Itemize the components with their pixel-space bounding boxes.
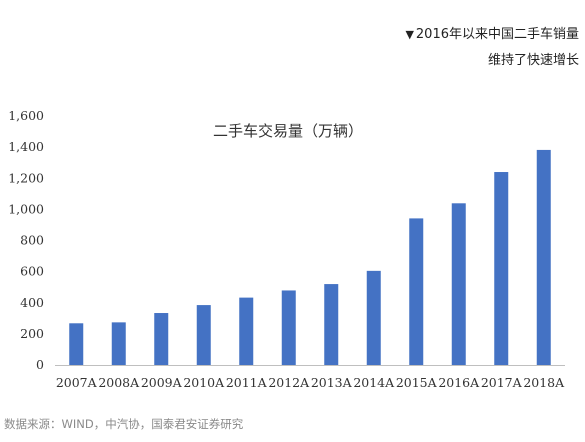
x-tick-label: 2012A bbox=[268, 375, 310, 390]
bar bbox=[536, 149, 551, 365]
x-tick-label: 2017A bbox=[481, 375, 523, 390]
header-title: 2016年以来中国二手车销量 bbox=[415, 27, 579, 42]
x-tick-label: 2014A bbox=[353, 375, 395, 390]
bar bbox=[494, 172, 509, 365]
bars bbox=[69, 149, 551, 365]
x-tick-label: 2011A bbox=[226, 375, 268, 390]
x-tick-label: 2007A bbox=[56, 375, 98, 390]
x-tick-label: 2008A bbox=[98, 375, 140, 390]
x-tick-label: 2010A bbox=[183, 375, 225, 390]
chart-header: ▼ 2016年以来中国二手车销量 维持了快速增长 bbox=[405, 22, 579, 74]
bar bbox=[366, 270, 381, 365]
bar bbox=[239, 297, 254, 365]
y-tick-label: 0 bbox=[36, 357, 44, 372]
x-tick-label: 2009A bbox=[141, 375, 183, 390]
bar bbox=[196, 305, 211, 365]
chart-title: 二手车交易量（万辆） bbox=[213, 122, 363, 140]
y-tick-label: 400 bbox=[20, 295, 44, 310]
bar bbox=[324, 284, 339, 365]
x-axis: 2007A 2008A 2009A 2010A 2011A 2012A 2013A 2014A… bbox=[55, 365, 565, 390]
bar bbox=[69, 323, 84, 365]
bar bbox=[409, 218, 424, 365]
triangle-down-icon: ▼ bbox=[405, 28, 414, 41]
x-tick-label: 2018A bbox=[523, 375, 565, 390]
x-tick-label: 2013A bbox=[311, 375, 353, 390]
bar-chart: 二手车交易量（万辆） 0 200 400 600 800 1,000 1,200 1,400 1… bbox=[8, 108, 565, 390]
x-tick-label: 2016A bbox=[438, 375, 480, 390]
x-tick-label: 2015A bbox=[396, 375, 438, 390]
y-tick-label: 1,000 bbox=[8, 201, 44, 216]
header-line-1: ▼ 2016年以来中国二手车销量 bbox=[405, 22, 579, 48]
bar bbox=[451, 203, 466, 365]
bar bbox=[154, 313, 169, 365]
bar bbox=[281, 290, 296, 365]
data-source-note: 数据来源：WIND，中汽协，国泰君安证券研究 bbox=[4, 417, 244, 431]
y-tick-label: 1,200 bbox=[8, 170, 44, 185]
y-tick-label: 800 bbox=[20, 233, 44, 248]
y-tick-label: 1,400 bbox=[8, 139, 44, 154]
y-axis: 0 200 400 600 800 1,000 1,200 1,400 1,600 bbox=[8, 108, 44, 372]
bar bbox=[111, 322, 126, 365]
y-tick-label: 1,600 bbox=[8, 108, 44, 123]
y-tick-label: 200 bbox=[20, 326, 44, 341]
y-tick-label: 600 bbox=[20, 264, 44, 279]
header-line-2: 维持了快速增长 bbox=[487, 53, 579, 68]
